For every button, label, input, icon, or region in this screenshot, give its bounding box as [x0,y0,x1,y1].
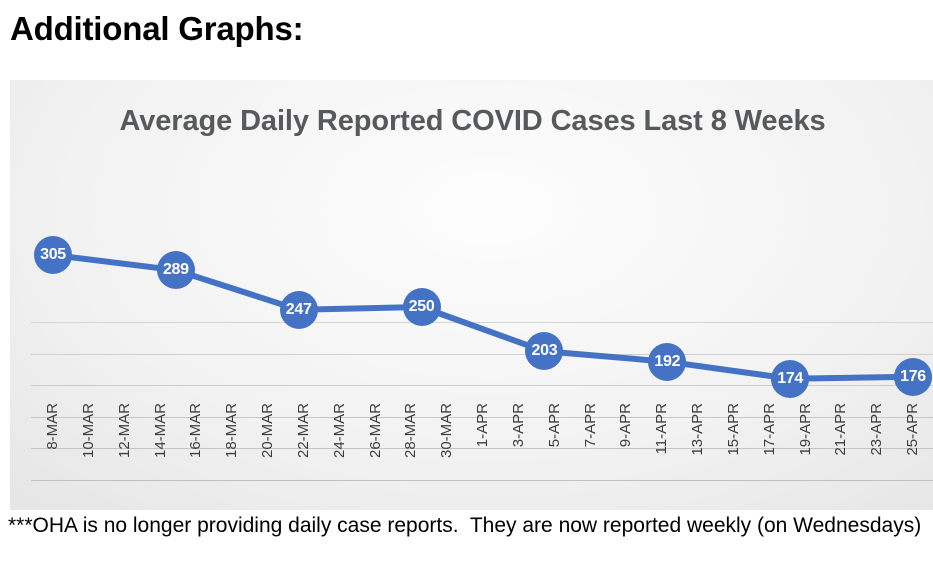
x-axis-tick-label: 24-MAR [330,403,348,459]
gridline [31,448,933,449]
x-axis-tick-label: 3-APR [509,403,527,448]
gridline [31,417,933,418]
page-title: Additional Graphs: [10,10,304,47]
x-axis-tick-label: 5-APR [545,403,563,448]
x-axis-tick-label: 25-APR [904,403,921,456]
footnote-text: ***OHA is no longer providing daily case… [8,514,922,537]
x-axis-tick-label: 13-APR [689,403,706,456]
x-axis-tick-label: 28-MAR [402,403,420,459]
chart-title: Average Daily Reported COVID Cases Last … [119,105,826,137]
x-axis-tick-label: 15-APR [724,403,742,456]
x-axis-tick-label: 17-APR [760,403,778,456]
plot-area: 305 289 247 250 203 192 174 176 [10,195,933,481]
x-axis-tick-label: 20-MAR [259,403,276,459]
data-point-marker: 192 [648,342,687,381]
data-point-marker: 247 [279,290,318,329]
x-axis-tick-label: 7-APR [581,403,599,448]
data-point-marker: 176 [894,357,932,396]
x-axis-tick-label: 12-MAR [115,403,133,459]
x-axis-tick-label: 14-MAR [151,403,169,459]
x-axis-tick-label: 19-APR [796,403,814,456]
data-point-marker: 203 [525,332,564,371]
x-axis-tick-label: 30-MAR [438,403,456,459]
gridline [31,322,933,323]
x-axis-tick-label: 26-MAR [366,403,384,459]
data-point-marker: 289 [156,251,195,290]
x-axis-tick-label: 9-APR [617,403,635,448]
x-axis-tick-label: 18-MAR [223,403,241,459]
chart-panel: Average Daily Reported COVID Cases Last … [10,80,933,510]
data-point-marker: 305 [34,236,72,275]
x-axis-tick-label: 1-APR [474,403,491,448]
x-axis-tick-label: 16-MAR [187,403,205,459]
x-axis-labels: 8-MAR 10-MAR 12-MAR 14-MAR 16-MAR 18-MAR 20-MA… [10,403,933,510]
x-axis-tick-label: 22-MAR [294,403,312,459]
gridline [31,385,933,386]
x-axis-tick-label: 11-APR [653,403,671,455]
x-axis-tick-label: 23-APR [868,403,886,456]
data-point-marker: 250 [402,287,441,326]
gridline [31,354,933,355]
x-axis-tick-label: 8-MAR [44,403,61,450]
gridline [31,480,933,481]
x-axis-tick-label: 21-APR [832,403,850,456]
data-point-marker: 174 [771,359,810,398]
x-axis-tick-label: 10-MAR [79,403,97,459]
